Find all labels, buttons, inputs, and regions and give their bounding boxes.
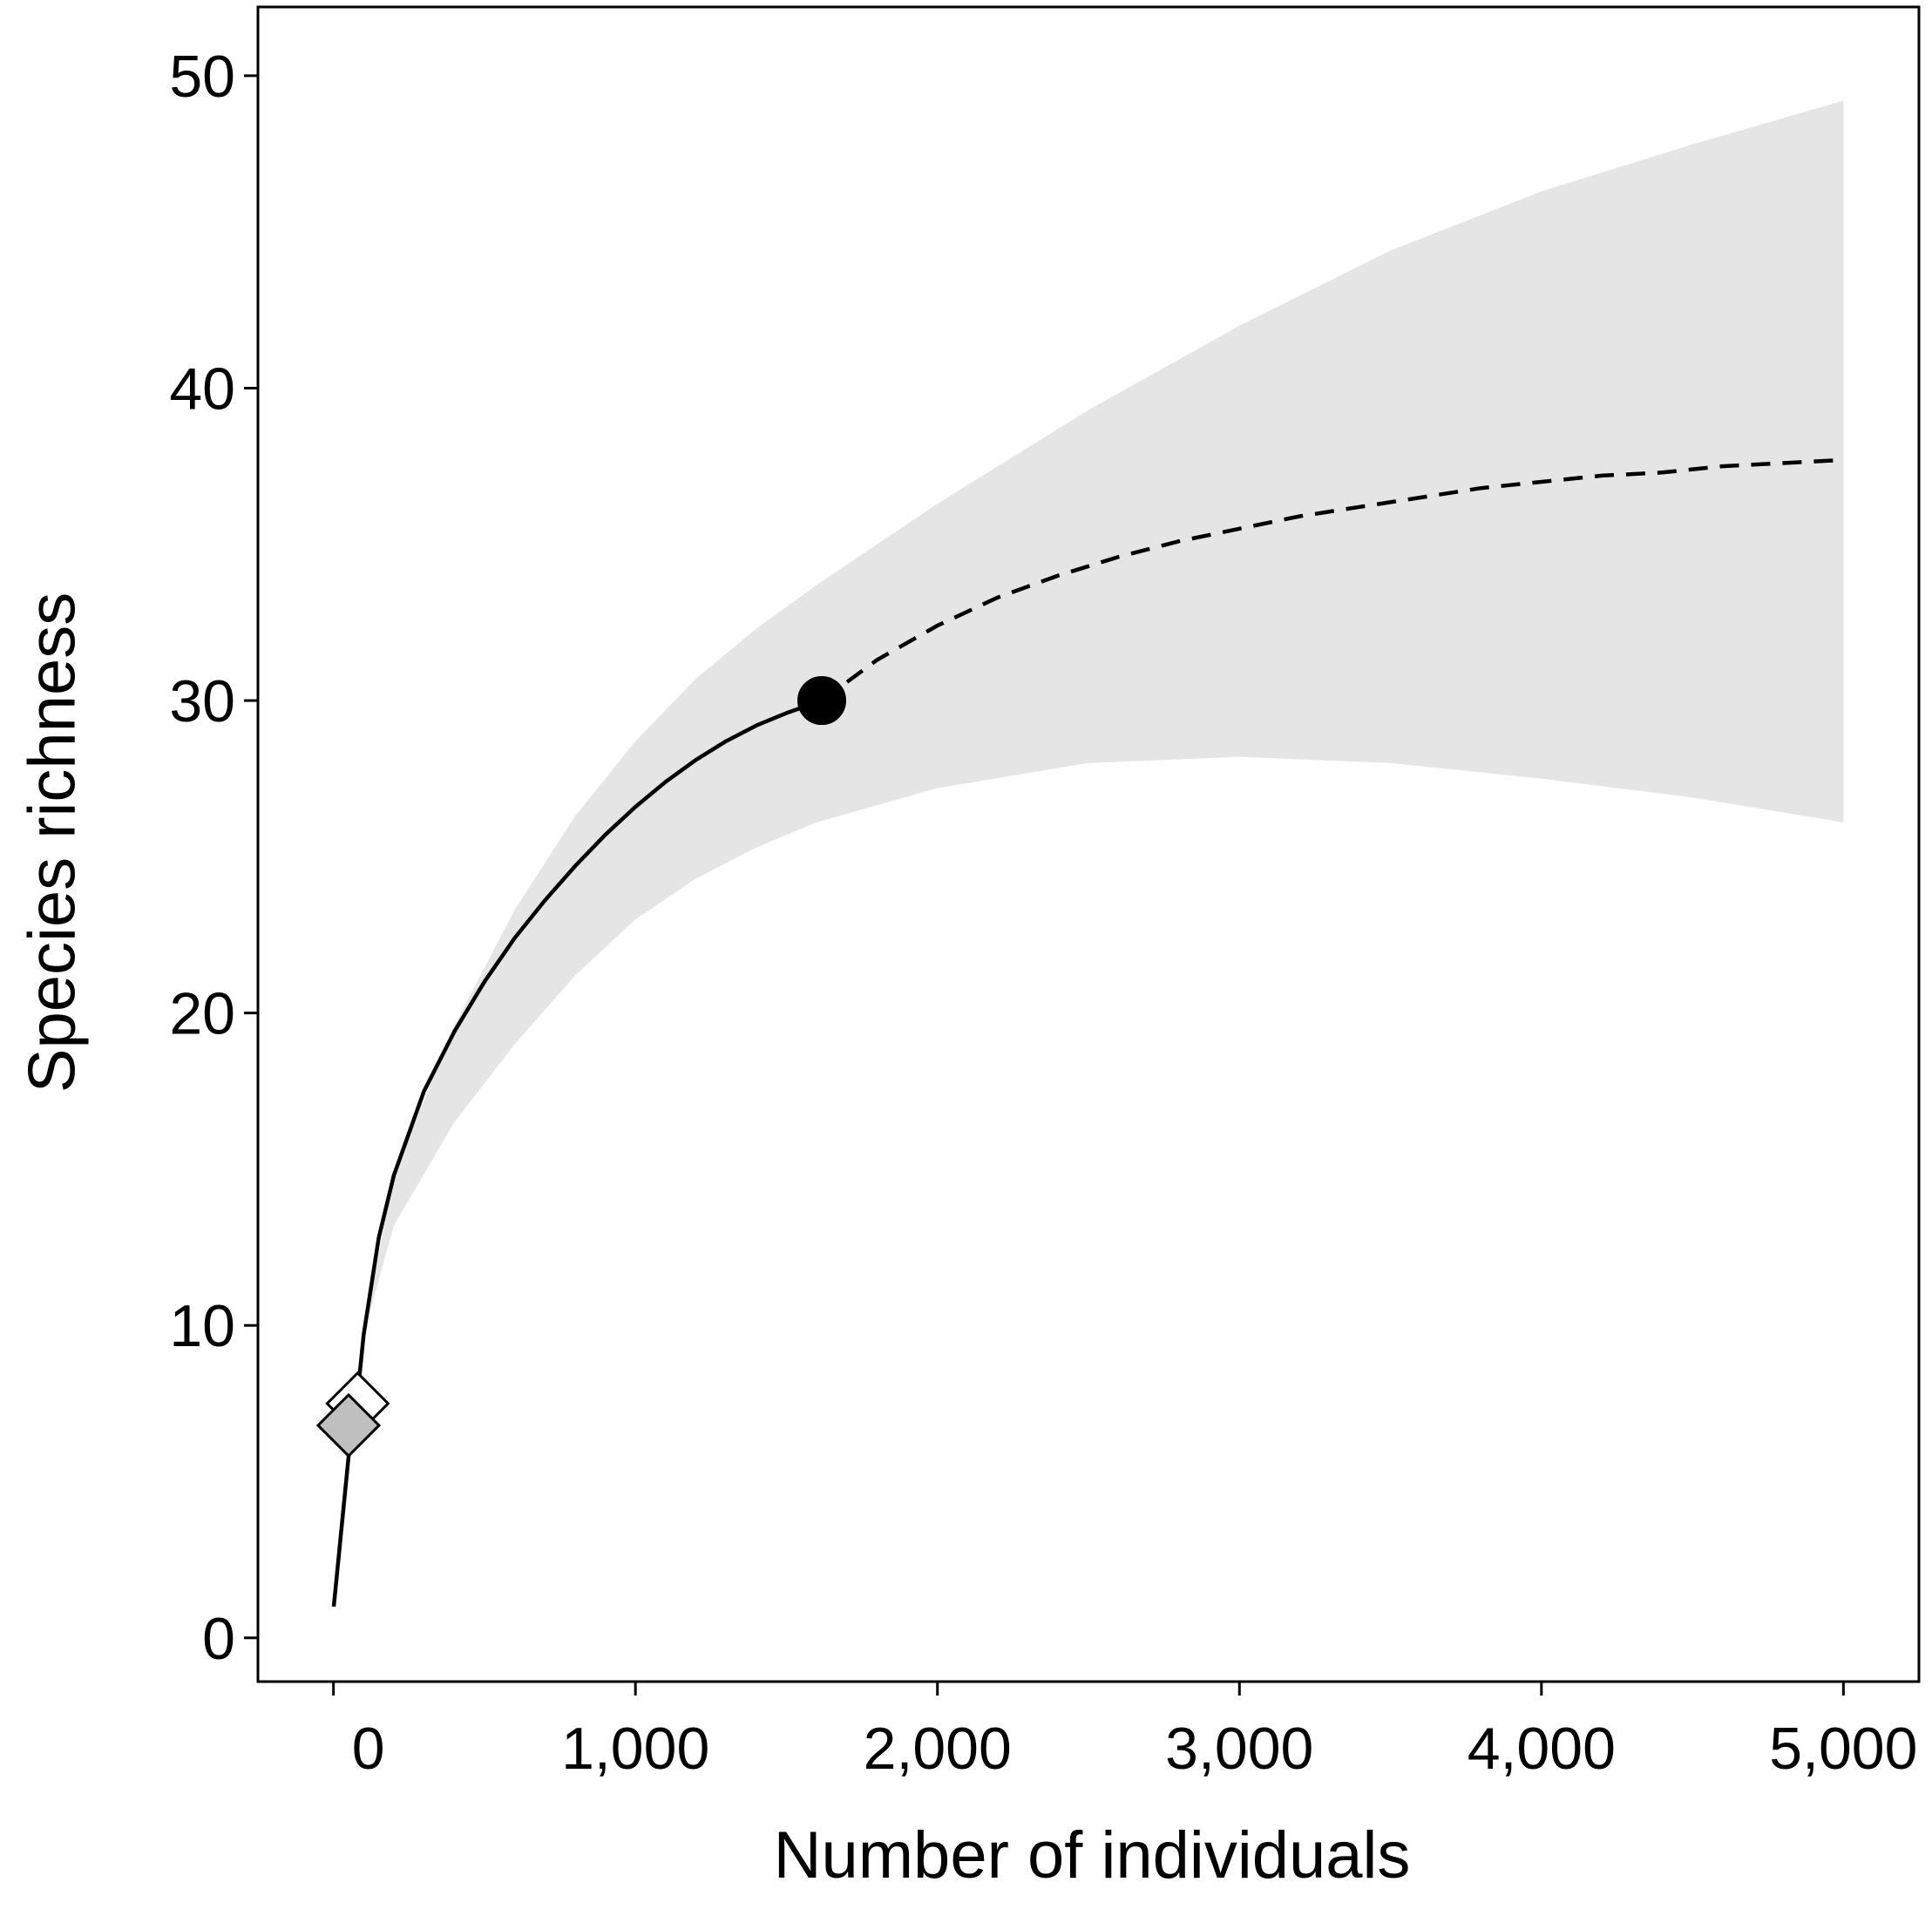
confidence-band-layer	[363, 100, 1844, 1336]
x-axis-title: Number of individuals	[774, 1818, 1411, 1892]
rarefaction-line	[331, 698, 823, 1608]
y-tick-label: 30	[169, 668, 235, 734]
x-tick-label: 4,000	[1468, 1716, 1616, 1782]
observed-sample-point	[797, 676, 847, 726]
y-tick-label: 20	[169, 981, 235, 1047]
confidence-band	[363, 100, 1844, 1336]
series-line-layer	[331, 457, 1844, 1608]
y-tick-label: 40	[169, 355, 235, 422]
x-tick-label: 2,000	[864, 1716, 1012, 1782]
extrapolation-line	[820, 457, 1844, 702]
plot-frame	[256, 5, 1921, 1683]
x-tick-label: 0	[352, 1716, 385, 1782]
y-axis-title: Species richness	[16, 592, 90, 1093]
x-tick-label: 5,000	[1769, 1716, 1917, 1782]
marker-layer	[315, 676, 847, 1459]
y-axis: 0 10 20 30 40 50	[169, 44, 258, 1672]
x-axis: 0 1,000 2,000 3,000 4,000 5,000	[332, 1682, 1917, 1782]
y-tick-label: 10	[169, 1293, 235, 1359]
x-tick-label: 3,000	[1165, 1716, 1313, 1782]
diamond-point-2	[315, 1392, 382, 1459]
x-tick-label: 1,000	[561, 1716, 709, 1782]
y-tick-label: 0	[202, 1606, 235, 1672]
y-tick-label: 50	[169, 44, 235, 110]
